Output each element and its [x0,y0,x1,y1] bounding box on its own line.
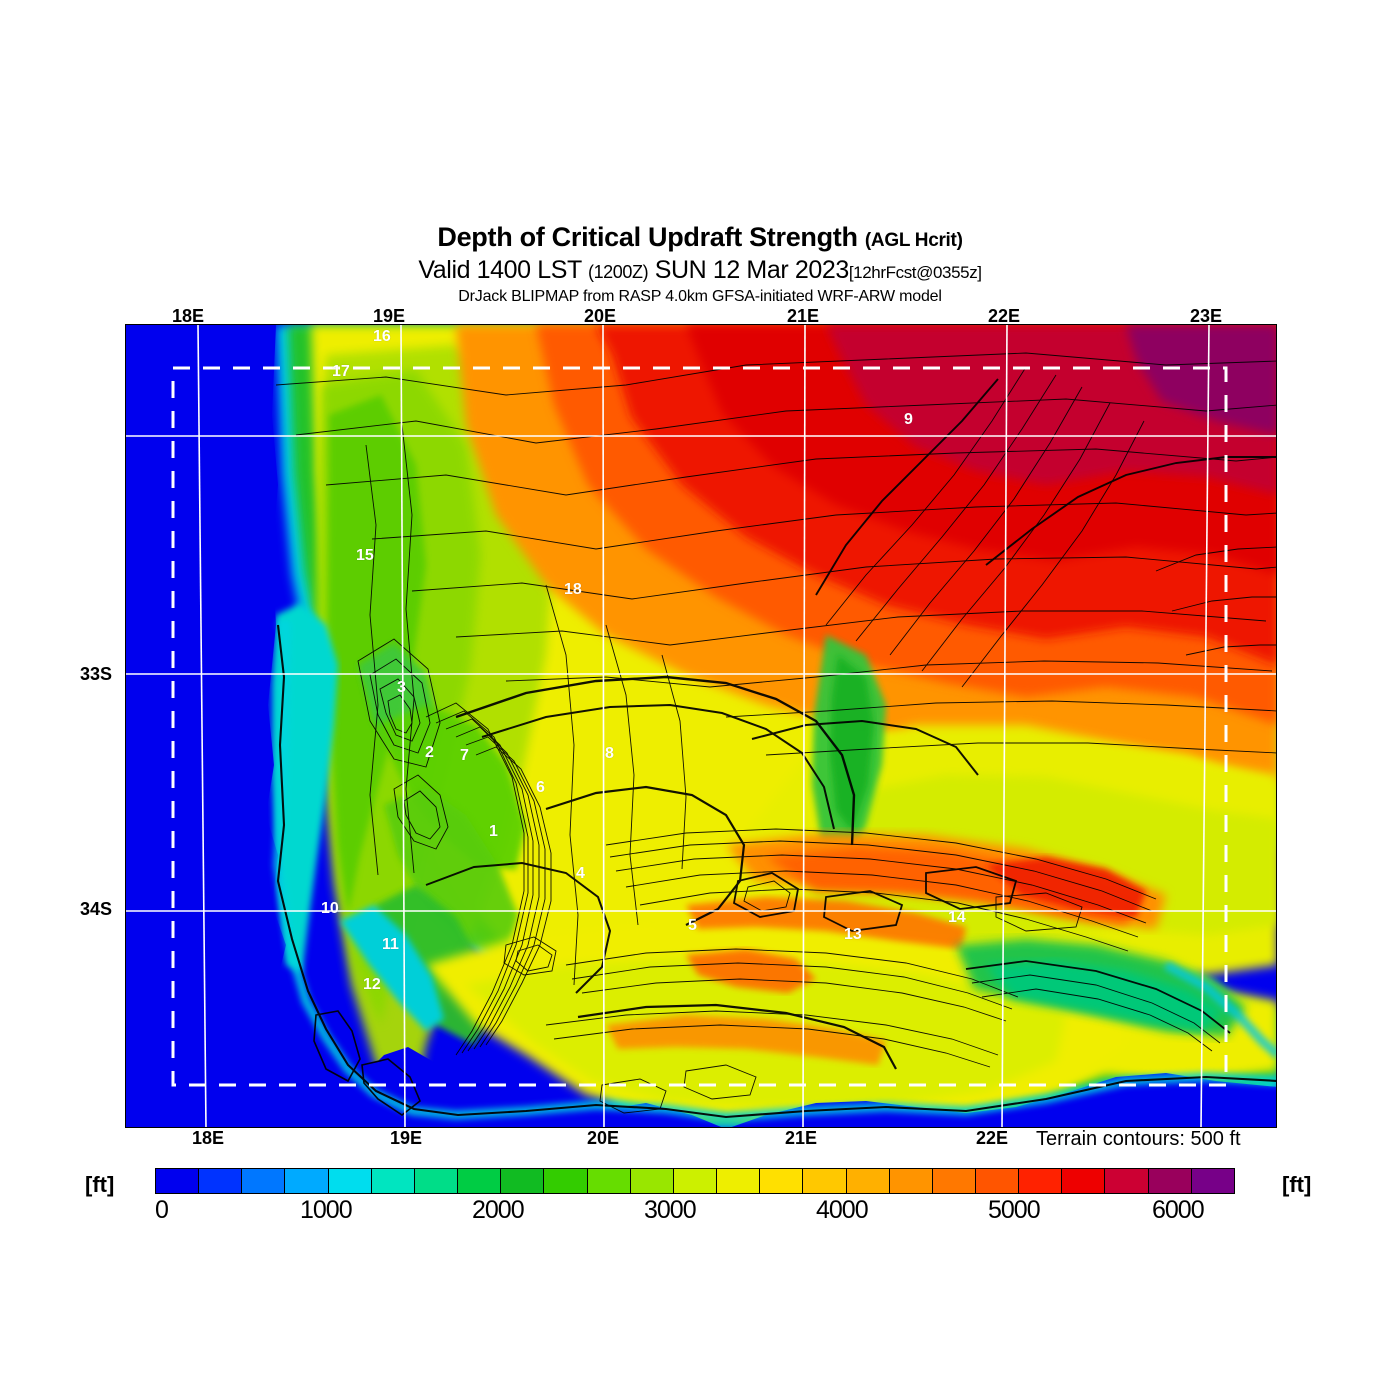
colorbar-band-14 [760,1169,804,1193]
waypoint-label-12[interactable]: 12 [363,976,381,993]
colorbar-unit-right: [ft] [1282,1172,1312,1197]
lon-label-bottom-21e: 21E [785,1128,818,1148]
lon-label-top-19e: 19E [373,306,406,326]
lon-label-top-18e: 18E [172,306,205,326]
lat-label-left-33s: 33S [80,664,113,684]
lon-label-bottom-19e: 19E [390,1128,423,1148]
colorbar-band-4 [328,1169,372,1193]
waypoint-label-2[interactable]: 2 [425,744,434,761]
colorbar-tick-0: 0 [155,1196,169,1224]
colorbar-band-17 [889,1169,933,1193]
waypoint-label-15[interactable]: 15 [356,547,374,564]
waypoint-label-14[interactable]: 14 [948,909,966,926]
lon-label-top-22e: 22E [988,306,1021,326]
waypoint-label-8[interactable]: 8 [605,745,614,762]
colorbar-tick-6000: 6000 [1152,1196,1205,1224]
waypoint-label-13[interactable]: 13 [844,926,862,943]
valid-date: SUN 12 Mar 2023 [654,256,850,284]
colorbar-tick-1000: 1000 [300,1196,353,1224]
colorbar-band-7 [458,1169,502,1193]
waypoint-label-6[interactable]: 6 [536,779,545,796]
graticule [126,325,1276,1127]
model-attribution: DrJack BLIPMAP from RASP 4.0km GFSA-init… [458,288,942,305]
terrain-contour-note: Terrain contours: 500 ft [1036,1128,1241,1150]
valid-time-line: Valid 1400 LST (1200Z) SUN 12 Mar 2023[1… [0,256,1400,287]
colorbar[interactable] [155,1168,1235,1194]
colorbar-band-10 [587,1169,631,1193]
colorbar-band-22 [1105,1169,1149,1193]
lon-label-top-23e: 23E [1190,306,1223,326]
colorbar-band-2 [242,1169,286,1193]
waypoint-label-18[interactable]: 18 [564,581,582,598]
lon-label-bottom-20e: 20E [587,1128,620,1148]
waypoint-label-3[interactable]: 3 [397,679,406,696]
lat-label-left-34s: 34S [80,899,113,919]
forecast-hour: [12hrFcst@0355z] [848,263,982,282]
waypoint-label-17[interactable]: 17 [332,363,350,380]
colorbar-band-8 [501,1169,545,1193]
colorbar-band-12 [673,1169,718,1193]
colorbar-band-18 [932,1169,976,1193]
colorbar-tick-4000: 4000 [816,1196,869,1224]
colorbar-band-23 [1148,1169,1192,1193]
colorbar-band-0 [156,1169,200,1193]
waypoint-label-10[interactable]: 10 [321,900,339,917]
waypoint-label-7[interactable]: 7 [460,747,469,764]
colorbar-band-6 [414,1169,459,1193]
waypoint-label-11[interactable]: 11 [382,936,399,953]
colorbar-band-1 [199,1169,243,1193]
valid-prefix: Valid 1400 LST [418,256,582,284]
waypoint-label-1[interactable]: 1 [489,823,498,840]
colorbar-unit-left: [ft] [85,1172,115,1197]
title-block: Depth of Critical Updraft Strength (AGL … [0,222,1400,307]
colorbar-tick-2000: 2000 [472,1196,525,1224]
terrain-contours [275,352,1276,1119]
colorbar-band-19 [975,1169,1020,1193]
title-main-text: Depth of Critical Updraft Strength [437,222,858,252]
lon-label-bottom-18e: 18E [192,1128,225,1148]
colorbar-band-11 [630,1169,674,1193]
title-subscript: (AGL Hcrit) [864,230,963,251]
colorbar-band-9 [544,1169,588,1193]
colorbar-band-15 [803,1169,847,1193]
lon-label-bottom-22e: 22E [976,1128,1009,1148]
colorbar-band-3 [285,1169,329,1193]
lon-label-top-20e: 20E [584,306,617,326]
map-raster [126,325,1276,1127]
colorbar-band-20 [1019,1169,1063,1193]
waypoint-label-5[interactable]: 5 [688,917,697,934]
waypoint-label-4[interactable]: 4 [576,865,585,882]
forecast-domain-box [171,366,1228,1087]
valid-zulu: (1200Z) [587,262,649,282]
map-canvas[interactable]: 1 2 3 4 5 6 7 8 9 10 11 12 13 14 15 16 17 18 [125,324,1277,1128]
colorbar-band-21 [1062,1169,1106,1193]
colorbar-band-13 [717,1169,761,1193]
page-title: Depth of Critical Updraft Strength (AGL … [0,222,1400,256]
waypoint-label-16[interactable]: 16 [373,328,391,345]
colorbar-band-5 [371,1169,415,1193]
colorbar-band-16 [846,1169,890,1193]
lon-label-top-21e: 21E [787,306,820,326]
colorbar-tick-5000: 5000 [988,1196,1041,1224]
waypoint-label-9[interactable]: 9 [904,411,913,428]
colorbar-band-24 [1191,1169,1234,1193]
colorbar-tick-3000: 3000 [644,1196,697,1224]
